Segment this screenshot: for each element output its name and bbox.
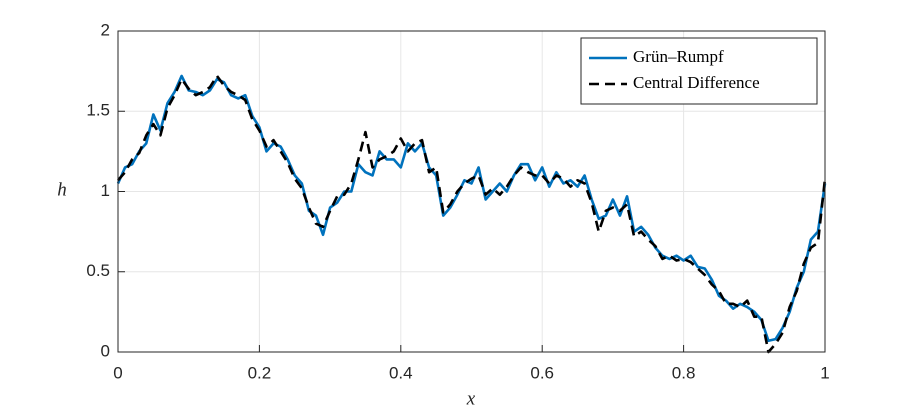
legend-label: Central Difference [633,73,760,92]
x-tick-label: 0 [113,363,122,382]
y-tick-label: 0.5 [86,261,110,280]
x-tick-label: 0.6 [530,363,554,382]
x-axis-label: x [466,388,476,409]
y-axis-label: h [57,179,67,200]
x-tick-label: 0.2 [248,363,272,382]
legend: Grün–Rumpf Central Difference [580,37,818,105]
series-line [116,74,827,343]
y-tick-label: 1.5 [86,101,110,120]
x-tick-label: 0.4 [389,363,413,382]
y-tick-label: 1 [101,181,110,200]
legend-label: Grün–Rumpf [633,47,724,66]
legend-box [580,37,818,105]
y-tick-label: 0 [101,341,110,360]
x-tick-label: 0.8 [672,363,696,382]
plot-lines [116,74,827,354]
x-tick-label: 1 [820,363,829,382]
y-tick-label: 2 [101,20,110,39]
series-line [117,74,827,354]
